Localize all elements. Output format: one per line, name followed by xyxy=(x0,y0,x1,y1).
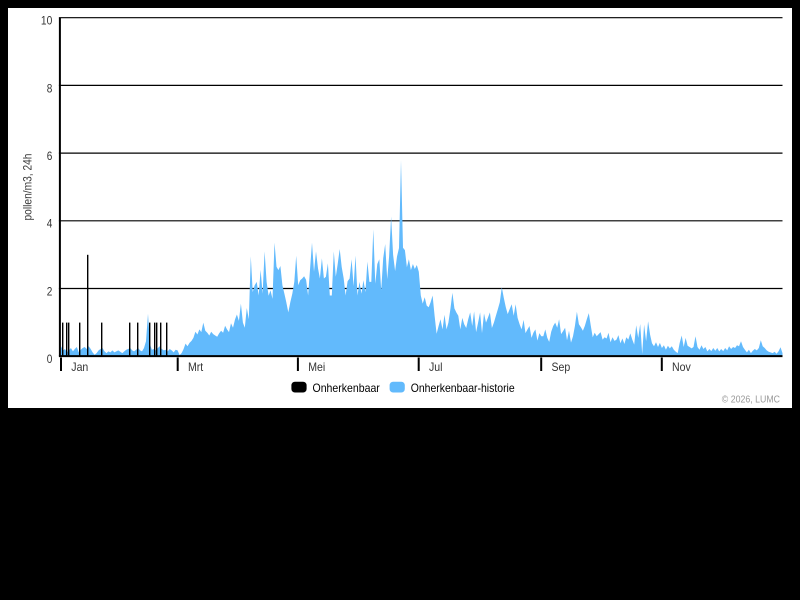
svg-text:pollen/m3, 24h: pollen/m3, 24h xyxy=(21,154,35,221)
svg-text:8: 8 xyxy=(47,83,53,95)
svg-text:© 2026, LUMC: © 2026, LUMC xyxy=(722,395,780,406)
svg-text:Jul: Jul xyxy=(429,360,443,374)
svg-text:Sep: Sep xyxy=(552,360,571,374)
svg-text:0: 0 xyxy=(47,354,53,366)
svg-text:Jan: Jan xyxy=(71,360,88,374)
svg-text:Onherkenbaar-historie: Onherkenbaar-historie xyxy=(411,381,515,395)
svg-text:Mrt: Mrt xyxy=(188,360,204,374)
svg-text:10: 10 xyxy=(41,16,52,28)
svg-text:6: 6 xyxy=(47,151,53,163)
svg-text:4: 4 xyxy=(47,219,53,231)
svg-text:Mei: Mei xyxy=(308,360,325,374)
svg-text:2: 2 xyxy=(47,286,53,298)
svg-text:Nov: Nov xyxy=(672,360,691,374)
svg-text:Onherkenbaar: Onherkenbaar xyxy=(313,381,380,395)
